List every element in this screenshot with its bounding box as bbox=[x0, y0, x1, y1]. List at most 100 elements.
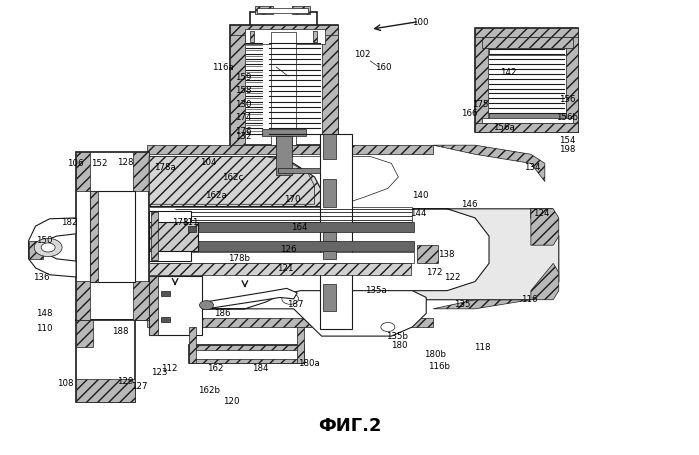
Bar bbox=[150, 223, 415, 233]
Text: 162c: 162c bbox=[222, 172, 243, 181]
Text: 154: 154 bbox=[559, 136, 575, 145]
Text: 162b: 162b bbox=[198, 385, 219, 394]
Polygon shape bbox=[189, 291, 426, 336]
Text: 100: 100 bbox=[412, 18, 429, 27]
Bar bbox=[29, 241, 43, 259]
Bar bbox=[189, 345, 304, 350]
Bar bbox=[255, 6, 273, 15]
Text: 166: 166 bbox=[461, 109, 477, 118]
Text: 146: 146 bbox=[461, 199, 477, 208]
Text: 126: 126 bbox=[280, 245, 296, 254]
Circle shape bbox=[381, 323, 395, 332]
Bar bbox=[531, 209, 552, 273]
Bar bbox=[475, 29, 578, 38]
Text: 112: 112 bbox=[161, 363, 178, 372]
Bar bbox=[134, 153, 149, 191]
Polygon shape bbox=[419, 212, 486, 289]
Text: 111: 111 bbox=[182, 217, 199, 226]
Bar bbox=[276, 137, 291, 175]
Polygon shape bbox=[150, 157, 398, 207]
Polygon shape bbox=[147, 318, 433, 327]
Bar bbox=[531, 209, 536, 273]
Bar bbox=[150, 277, 201, 335]
Text: 132: 132 bbox=[235, 131, 252, 140]
Text: 120: 120 bbox=[223, 396, 239, 405]
Text: ФИГ.2: ФИГ.2 bbox=[318, 416, 381, 434]
Bar bbox=[150, 241, 415, 251]
Bar bbox=[229, 25, 245, 146]
Bar bbox=[278, 168, 320, 174]
Text: 175: 175 bbox=[473, 100, 489, 109]
Text: 156a: 156a bbox=[493, 122, 515, 131]
Bar bbox=[276, 137, 291, 173]
Polygon shape bbox=[150, 157, 315, 205]
Bar bbox=[489, 114, 565, 124]
Text: 174: 174 bbox=[235, 113, 252, 122]
Polygon shape bbox=[531, 209, 559, 246]
Text: 186: 186 bbox=[215, 308, 231, 317]
Text: 129: 129 bbox=[117, 376, 133, 385]
Text: 188: 188 bbox=[113, 326, 129, 335]
Text: 158: 158 bbox=[235, 86, 252, 95]
Polygon shape bbox=[147, 146, 433, 155]
Text: 102: 102 bbox=[354, 50, 370, 59]
Bar bbox=[189, 327, 196, 364]
Bar bbox=[482, 119, 572, 124]
Bar bbox=[150, 264, 411, 275]
Text: 144: 144 bbox=[410, 208, 426, 217]
Text: 104: 104 bbox=[201, 157, 217, 166]
Text: 127: 127 bbox=[131, 381, 147, 390]
Bar bbox=[546, 209, 552, 273]
Text: 122: 122 bbox=[445, 272, 461, 281]
Polygon shape bbox=[147, 273, 545, 327]
Text: 116b: 116b bbox=[428, 361, 449, 370]
Bar bbox=[261, 130, 305, 137]
Polygon shape bbox=[150, 157, 322, 207]
Bar bbox=[90, 191, 136, 282]
Bar bbox=[323, 135, 336, 159]
Text: 160: 160 bbox=[375, 63, 391, 72]
Polygon shape bbox=[412, 209, 559, 300]
Circle shape bbox=[199, 301, 213, 310]
Bar bbox=[161, 291, 170, 297]
Bar bbox=[187, 227, 196, 232]
Bar bbox=[250, 31, 254, 43]
Polygon shape bbox=[29, 218, 76, 278]
Bar bbox=[150, 212, 191, 262]
Bar bbox=[250, 13, 317, 30]
Circle shape bbox=[41, 243, 55, 253]
Bar bbox=[475, 29, 488, 133]
Bar bbox=[297, 327, 304, 364]
Bar bbox=[76, 153, 90, 191]
Bar bbox=[417, 246, 438, 264]
Bar bbox=[161, 317, 170, 323]
Circle shape bbox=[282, 294, 298, 304]
Text: 138: 138 bbox=[438, 249, 454, 258]
Text: 184: 184 bbox=[252, 363, 268, 372]
Text: 152: 152 bbox=[92, 159, 108, 167]
Text: 178b: 178b bbox=[229, 254, 250, 263]
Polygon shape bbox=[147, 146, 545, 209]
Text: 187: 187 bbox=[287, 299, 303, 308]
Text: 176: 176 bbox=[235, 127, 252, 136]
Bar bbox=[489, 49, 565, 56]
Bar bbox=[150, 253, 415, 264]
Bar bbox=[76, 379, 136, 402]
Bar bbox=[76, 153, 150, 320]
Bar bbox=[565, 29, 578, 133]
Text: 121: 121 bbox=[277, 263, 294, 272]
Bar bbox=[320, 135, 352, 329]
Bar bbox=[76, 320, 136, 402]
Bar bbox=[150, 277, 158, 335]
Bar bbox=[189, 345, 304, 364]
Bar bbox=[150, 222, 198, 252]
Text: 135b: 135b bbox=[386, 331, 408, 340]
Text: 156: 156 bbox=[559, 95, 575, 104]
Polygon shape bbox=[205, 289, 297, 309]
Bar bbox=[229, 25, 338, 146]
Text: 135: 135 bbox=[454, 299, 470, 308]
Bar bbox=[76, 320, 94, 348]
Bar bbox=[189, 359, 304, 364]
Text: 182: 182 bbox=[61, 217, 78, 227]
Bar bbox=[245, 30, 325, 45]
